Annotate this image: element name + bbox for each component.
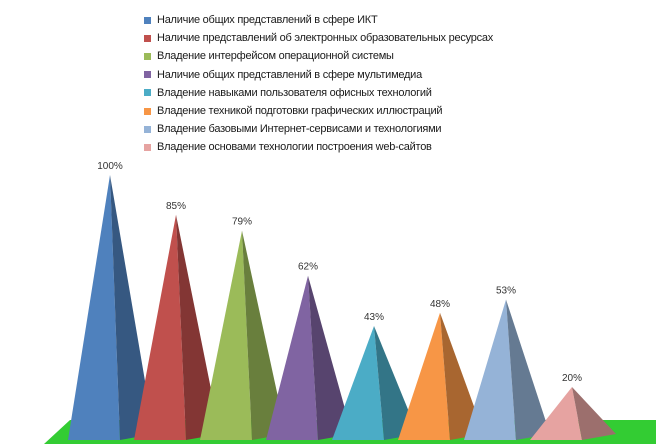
pyramid-bar <box>68 175 154 440</box>
legend-label: Владение базовыми Интернет-сервисами и т… <box>157 123 442 136</box>
pyramid-bar <box>266 275 352 440</box>
legend-label: Владение интерфейсом операционной систем… <box>157 50 394 63</box>
pyramid-front-face <box>332 326 384 440</box>
pyramid-front-face <box>464 299 516 440</box>
data-label: 100% <box>97 161 123 172</box>
pyramid-side-face <box>176 214 220 440</box>
legend-item: Владение навыками пользователя офисных т… <box>144 84 493 102</box>
pyramid-bar <box>464 299 550 440</box>
legend-label: Наличие общих представлений в сфере муль… <box>157 68 422 81</box>
pyramid-side-face <box>440 312 484 440</box>
legend-swatch <box>144 34 151 42</box>
pyramid-front-face <box>530 387 582 440</box>
data-label: 48% <box>430 299 450 310</box>
legend-item: Наличие общих представлений в сфере ИКТ <box>144 11 493 29</box>
pyramid-side-face <box>506 299 550 440</box>
pyramid-bar <box>398 312 484 440</box>
data-label: 20% <box>562 373 582 384</box>
pyramid-side-face <box>110 175 154 440</box>
pyramid-front-face <box>200 230 252 440</box>
pyramid-bar <box>200 230 286 440</box>
pyramid-bar <box>332 326 418 440</box>
legend-swatch <box>144 143 151 151</box>
legend-label: Наличие представлений об электронных обр… <box>157 32 493 45</box>
pyramid-side-face <box>572 387 616 440</box>
data-label: 79% <box>232 217 252 228</box>
pyramid-bar <box>530 387 616 440</box>
legend-item: Владение основами технологии построения … <box>144 138 493 156</box>
pyramid-side-face <box>374 326 418 440</box>
legend-label: Владение основами технологии построения … <box>157 141 432 154</box>
data-label: 85% <box>166 201 186 212</box>
pyramid-front-face <box>134 214 186 440</box>
pyramid-bar <box>134 214 220 440</box>
legend-item: Владение интерфейсом операционной систем… <box>144 47 493 65</box>
legend-item: Наличие представлений об электронных обр… <box>144 29 493 47</box>
legend-item: Владение техникой подготовки графических… <box>144 102 493 120</box>
data-label: 53% <box>496 286 516 297</box>
chart-legend: Наличие общих представлений в сфере ИКТ Н… <box>144 11 493 157</box>
legend-label: Владение навыками пользователя офисных т… <box>157 86 432 99</box>
data-label: 62% <box>298 262 318 273</box>
pyramid-side-face <box>242 230 286 440</box>
pyramid-front-face <box>398 312 450 440</box>
legend-swatch <box>144 52 151 60</box>
legend-swatch <box>144 107 151 115</box>
legend-swatch <box>144 125 151 133</box>
legend-label: Наличие общих представлений в сфере ИКТ <box>157 14 378 27</box>
legend-swatch <box>144 89 151 97</box>
legend-item: Владение базовыми Интернет-сервисами и т… <box>144 120 493 138</box>
pyramid-front-face <box>266 275 318 440</box>
legend-label: Владение техникой подготовки графических… <box>157 105 443 118</box>
pyramid-side-face <box>308 275 352 440</box>
legend-swatch <box>144 16 151 24</box>
legend-swatch <box>144 71 151 79</box>
data-label: 43% <box>364 312 384 323</box>
pyramid-front-face <box>68 175 120 440</box>
legend-item: Наличие общих представлений в сфере муль… <box>144 66 493 84</box>
